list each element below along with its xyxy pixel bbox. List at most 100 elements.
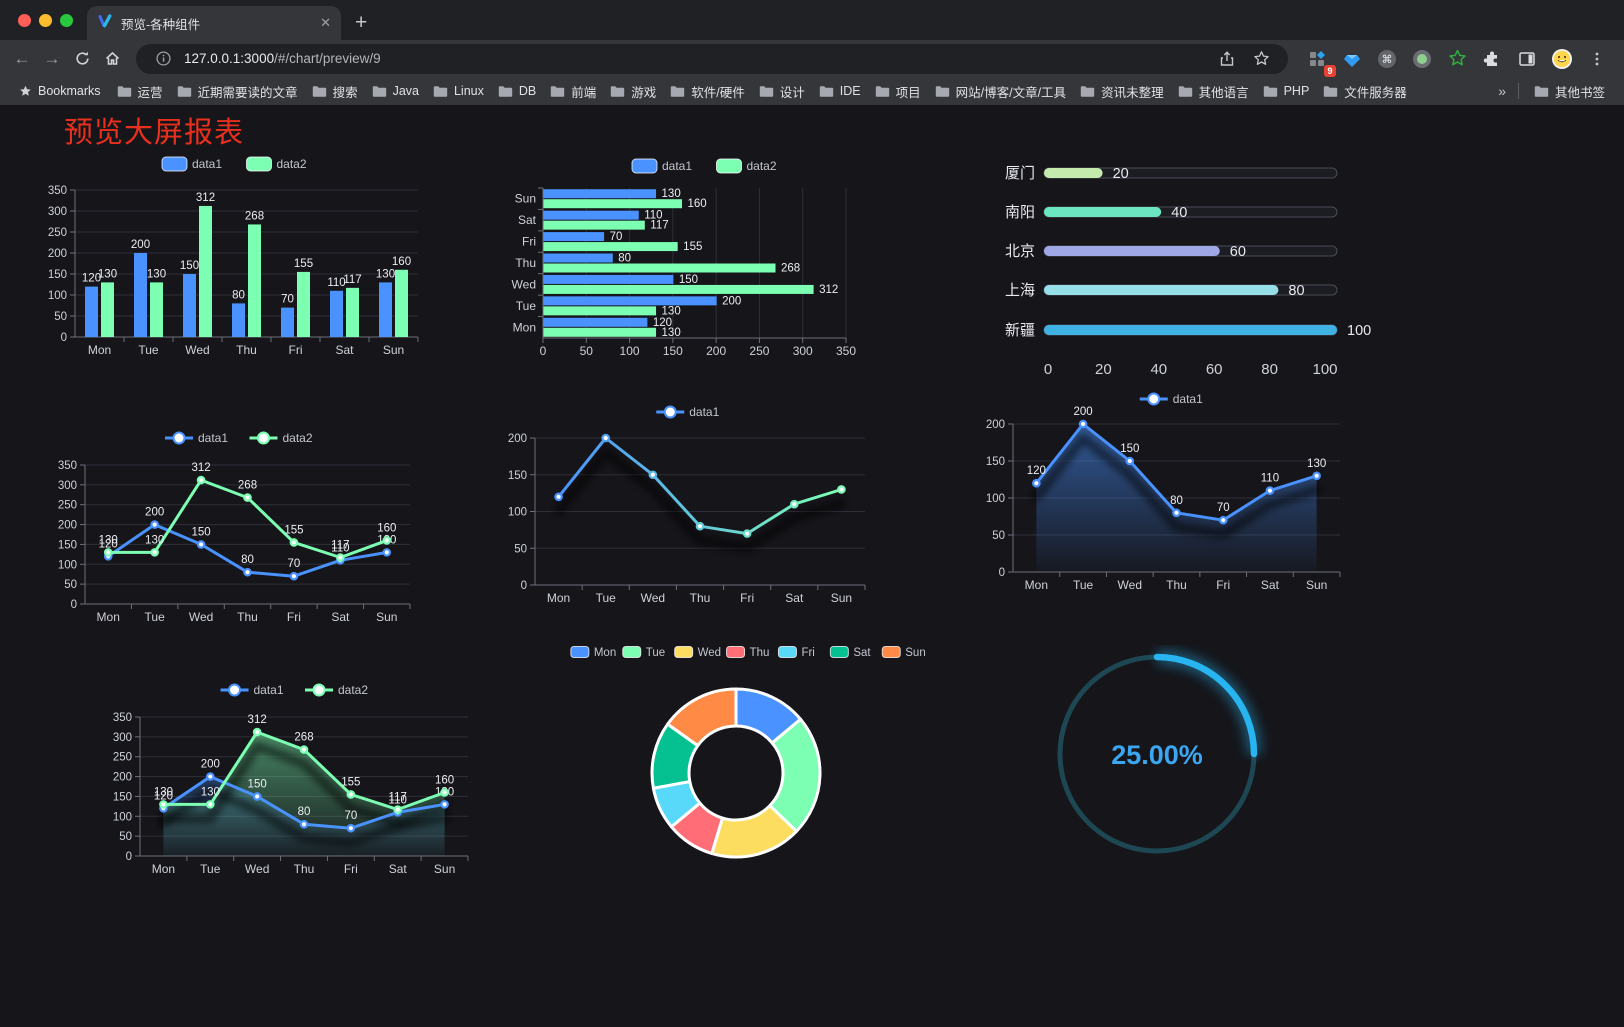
svg-text:0: 0: [540, 344, 547, 358]
folder-icon: [177, 85, 191, 97]
zoom-window-button[interactable]: [60, 13, 73, 27]
bookmarks-divider: [1517, 83, 1519, 99]
bookmark-folder[interactable]: PHP: [1256, 81, 1317, 101]
svg-text:北京: 北京: [1005, 243, 1035, 260]
tab-title: 预览-各种组件: [121, 17, 201, 32]
tab-close-icon[interactable]: ✕: [320, 15, 331, 30]
bookmark-folder[interactable]: 搜索: [305, 79, 365, 104]
svg-text:厦门: 厦门: [1005, 165, 1035, 182]
svg-text:160: 160: [392, 256, 411, 268]
svg-text:Fri: Fri: [287, 610, 301, 624]
svg-text:80: 80: [241, 554, 254, 566]
svg-text:130: 130: [662, 305, 681, 317]
site-info-icon[interactable]: [150, 46, 176, 72]
svg-text:data2: data2: [338, 683, 368, 697]
bookmark-folder[interactable]: 运营: [110, 79, 170, 104]
extension-tabs-icon[interactable]: 9: [1304, 46, 1336, 77]
svg-text:Thu: Thu: [515, 256, 536, 270]
svg-text:100: 100: [508, 507, 527, 519]
bookmark-folder[interactable]: DB: [491, 81, 543, 101]
bookmark-folder[interactable]: 网站/博客/文章/工具: [928, 79, 1073, 104]
svg-text:200: 200: [48, 248, 67, 260]
new-tab-button[interactable]: +: [355, 11, 368, 34]
svg-text:Sun: Sun: [1306, 578, 1327, 592]
svg-text:200: 200: [131, 239, 150, 251]
page-title: 预览大屏报表: [64, 117, 245, 149]
bookmark-folder[interactable]: Java: [365, 81, 426, 101]
avatar[interactable]: [1549, 46, 1575, 72]
svg-text:Thu: Thu: [690, 591, 711, 605]
side-panel-icon[interactable]: [1514, 46, 1540, 72]
other-bookmarks-label: 其他书签: [1554, 85, 1605, 100]
folder-icon: [372, 85, 386, 97]
extensions-puzzle-icon[interactable]: [1479, 46, 1505, 72]
svg-text:150: 150: [986, 456, 1005, 468]
minimize-window-button[interactable]: [39, 13, 52, 27]
bookmark-folder[interactable]: 其他语言: [1171, 79, 1256, 104]
reload-button[interactable]: [68, 45, 96, 73]
bookmark-folder-label: 设计: [779, 85, 805, 100]
browser-tab[interactable]: 预览-各种组件 ✕: [87, 6, 341, 40]
bookmark-folder[interactable]: 软件/硬件: [663, 79, 751, 104]
share-icon[interactable]: [1214, 46, 1240, 72]
forward-button[interactable]: →: [43, 48, 61, 68]
bookmark-folder[interactable]: 游戏: [603, 79, 663, 104]
svg-text:Sun: Sun: [905, 647, 925, 659]
svg-text:200: 200: [201, 759, 220, 771]
svg-text:50: 50: [64, 579, 77, 591]
svg-text:100: 100: [58, 559, 77, 571]
bookmark-folder[interactable]: 前端: [543, 79, 603, 104]
bookmark-folder[interactable]: 设计: [752, 79, 812, 104]
bookmark-folder[interactable]: 近期需要读的文章: [170, 79, 305, 104]
svg-text:Tue: Tue: [516, 299, 537, 313]
home-button[interactable]: [98, 45, 126, 73]
extension-star-icon[interactable]: [1444, 46, 1470, 72]
back-button[interactable]: ←: [13, 48, 31, 68]
donut-pie-chart: Mon Tue Wed Thu Fri Sat Sun: [550, 635, 945, 870]
svg-text:Wed: Wed: [1118, 578, 1142, 592]
bookmarks-manager[interactable]: Bookmarks: [12, 81, 108, 101]
svg-text:60: 60: [1230, 244, 1246, 260]
svg-text:Wed: Wed: [189, 610, 213, 624]
svg-text:data1: data1: [1173, 392, 1203, 406]
svg-text:100: 100: [113, 811, 132, 823]
extension-command-icon[interactable]: ⌘: [1374, 46, 1400, 72]
address-bar[interactable]: 127.0.0.1:3000/#/chart/preview/9: [136, 43, 1288, 74]
svg-text:80: 80: [298, 806, 311, 818]
folder-icon: [117, 85, 131, 97]
folder-icon: [819, 85, 833, 97]
bookmark-folder[interactable]: 项目: [868, 79, 928, 104]
progress-gauge: 25.00%: [1047, 645, 1272, 865]
bookmark-folder[interactable]: 资讯未整理: [1073, 79, 1171, 104]
bookmark-folder-label: 网站/博客/文章/工具: [955, 85, 1067, 100]
svg-text:117: 117: [331, 540, 349, 552]
svg-text:Mon: Mon: [97, 610, 120, 624]
svg-text:Sun: Sun: [434, 862, 455, 876]
bookmark-folder-label: Linux: [453, 84, 484, 98]
bookmark-star-icon[interactable]: [1248, 46, 1274, 72]
bookmark-folder[interactable]: IDE: [812, 81, 868, 101]
extension-record-icon[interactable]: [1409, 46, 1435, 72]
bookmark-folder[interactable]: Linux: [426, 81, 491, 101]
svg-text:20: 20: [1113, 166, 1129, 182]
other-bookmarks-folder[interactable]: 其他书签: [1527, 79, 1612, 104]
svg-text:100: 100: [1347, 323, 1371, 339]
svg-text:Fri: Fri: [740, 591, 754, 605]
svg-text:150: 150: [113, 791, 132, 803]
close-window-button[interactable]: [18, 13, 31, 27]
folder-icon: [1263, 85, 1277, 97]
bookmarks-bar: Bookmarks 运营 近期需要读的文章 搜索 Java Linux DB 前端 游戏 软件/…: [0, 77, 1624, 106]
bookmarks-overflow-chevron[interactable]: »: [1498, 83, 1506, 99]
bookmark-folder[interactable]: 文件服务器: [1316, 79, 1414, 104]
svg-text:300: 300: [48, 206, 67, 218]
svg-text:Fri: Fri: [1216, 578, 1230, 592]
line-chart-svg: data1 0 50 100 150 200 Mon Tue Wed Thu Fri Sat Sun: [508, 405, 866, 605]
folder-icon: [1178, 85, 1192, 97]
svg-text:Tue: Tue: [646, 647, 665, 659]
bookmark-folder-label: PHP: [1283, 84, 1310, 98]
menu-dots-icon[interactable]: [1584, 46, 1610, 72]
extension-gem-icon[interactable]: [1339, 46, 1365, 72]
svg-text:Sun: Sun: [383, 343, 404, 357]
svg-text:0: 0: [126, 851, 132, 863]
